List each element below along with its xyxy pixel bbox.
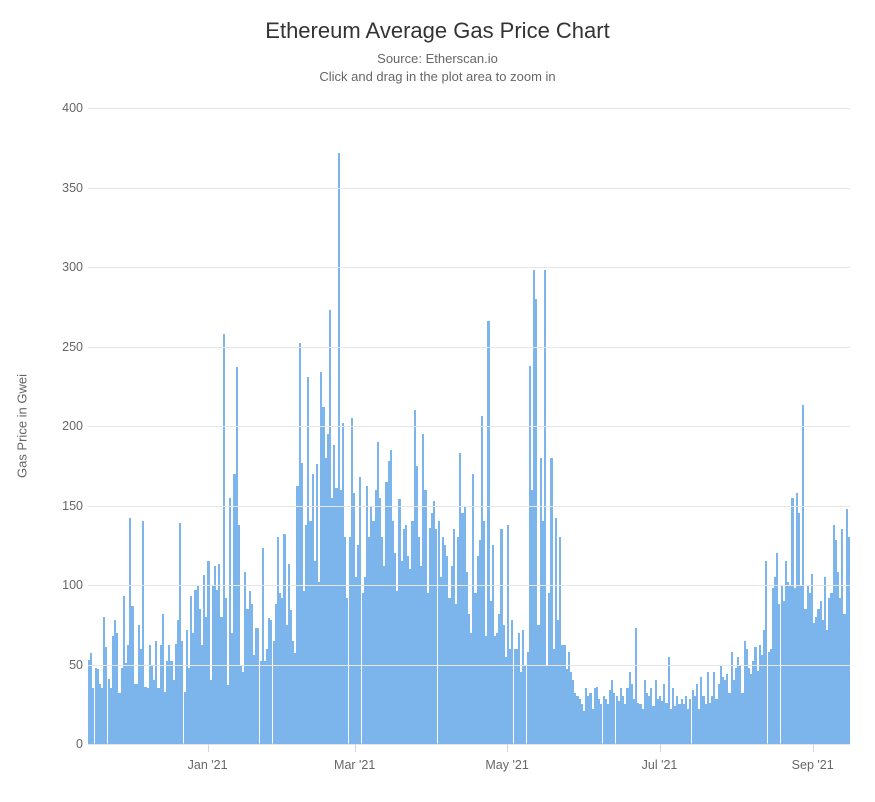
chart-title: Ethereum Average Gas Price Chart — [0, 18, 875, 44]
x-tick-label: Jan '21 — [188, 758, 228, 772]
y-tick-label: 350 — [43, 181, 83, 195]
y-tick-label: 200 — [43, 419, 83, 433]
x-tick-label: Jul '21 — [642, 758, 678, 772]
x-tick — [355, 744, 356, 752]
x-tick — [507, 744, 508, 752]
y-gridline — [88, 108, 850, 109]
y-tick-label: 150 — [43, 499, 83, 513]
y-tick-label: 400 — [43, 101, 83, 115]
x-tick-label: Mar '21 — [334, 758, 375, 772]
y-gridline — [88, 744, 850, 745]
x-tick — [208, 744, 209, 752]
y-gridline — [88, 426, 850, 427]
y-tick-label: 250 — [43, 340, 83, 354]
x-tick-label: May '21 — [485, 758, 528, 772]
y-tick-label: 0 — [43, 737, 83, 751]
x-tick — [660, 744, 661, 752]
chart-container: Ethereum Average Gas Price Chart Source:… — [0, 0, 875, 802]
subtitle-instruction: Click and drag in the plot area to zoom … — [319, 69, 555, 84]
y-axis-label: Gas Price in Gwei — [15, 374, 30, 478]
bar[interactable] — [848, 537, 850, 744]
y-gridline — [88, 267, 850, 268]
plot-area[interactable]: Jan '21Mar '21May '21Jul '21Sep '21 — [88, 108, 850, 744]
y-gridline — [88, 347, 850, 348]
chart-subtitle: Source: Etherscan.io Click and drag in t… — [0, 50, 875, 86]
y-tick-label: 100 — [43, 578, 83, 592]
y-gridline — [88, 585, 850, 586]
y-gridline — [88, 506, 850, 507]
x-tick-label: Sep '21 — [792, 758, 834, 772]
y-tick-label: 300 — [43, 260, 83, 274]
y-tick-label: 50 — [43, 658, 83, 672]
subtitle-source: Source: Etherscan.io — [377, 51, 498, 66]
y-gridline — [88, 188, 850, 189]
y-gridline — [88, 665, 850, 666]
x-tick — [813, 744, 814, 752]
